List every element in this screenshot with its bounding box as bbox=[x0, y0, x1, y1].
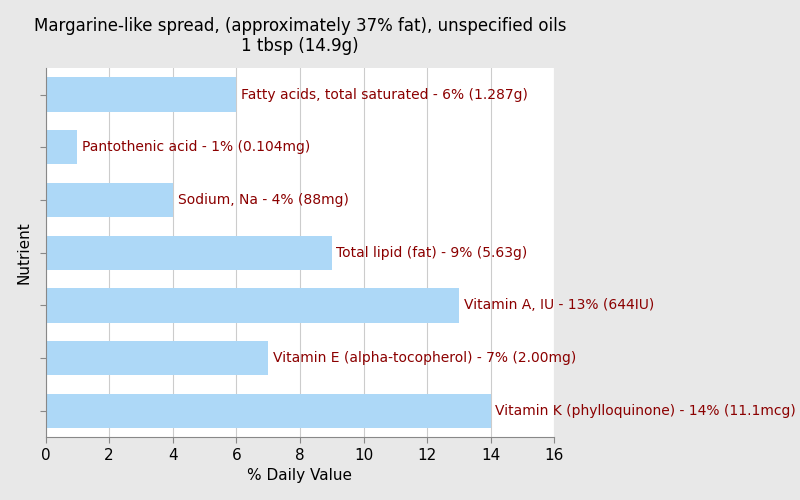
Bar bbox=[46, 78, 236, 112]
Text: Total lipid (fat) - 9% (5.63g): Total lipid (fat) - 9% (5.63g) bbox=[337, 246, 528, 260]
Bar bbox=[46, 130, 78, 164]
Text: Fatty acids, total saturated - 6% (1.287g): Fatty acids, total saturated - 6% (1.287… bbox=[241, 88, 528, 102]
Title: Margarine-like spread, (approximately 37% fat), unspecified oils
1 tbsp (14.9g): Margarine-like spread, (approximately 37… bbox=[34, 16, 566, 56]
Bar bbox=[46, 341, 268, 376]
Bar bbox=[46, 288, 459, 322]
Y-axis label: Nutrient: Nutrient bbox=[17, 222, 32, 284]
Text: Pantothenic acid - 1% (0.104mg): Pantothenic acid - 1% (0.104mg) bbox=[82, 140, 310, 154]
Bar bbox=[46, 183, 173, 217]
Text: Sodium, Na - 4% (88mg): Sodium, Na - 4% (88mg) bbox=[178, 193, 348, 207]
Bar bbox=[46, 236, 332, 270]
X-axis label: % Daily Value: % Daily Value bbox=[247, 468, 353, 483]
Text: Vitamin E (alpha-tocopherol) - 7% (2.00mg): Vitamin E (alpha-tocopherol) - 7% (2.00m… bbox=[273, 351, 576, 365]
Bar bbox=[46, 394, 490, 428]
Text: Vitamin K (phylloquinone) - 14% (11.1mcg): Vitamin K (phylloquinone) - 14% (11.1mcg… bbox=[495, 404, 796, 418]
Text: Vitamin A, IU - 13% (644IU): Vitamin A, IU - 13% (644IU) bbox=[464, 298, 654, 312]
